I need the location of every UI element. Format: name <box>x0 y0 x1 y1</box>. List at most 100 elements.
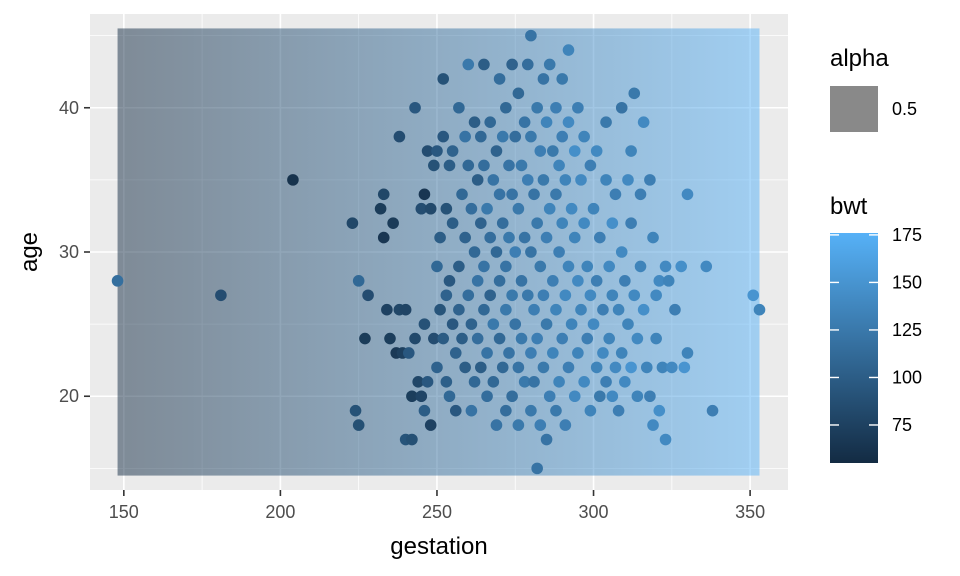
data-point <box>506 289 518 302</box>
data-point <box>572 347 584 359</box>
data-point <box>459 231 471 244</box>
data-point <box>437 332 450 345</box>
data-point <box>603 260 615 273</box>
data-point <box>593 231 606 244</box>
data-point <box>490 145 503 157</box>
data-point <box>468 116 481 128</box>
data-point <box>518 231 531 244</box>
data-point <box>362 289 374 302</box>
data-point <box>540 433 553 446</box>
data-point <box>471 332 484 345</box>
data-point <box>706 404 719 417</box>
data-point <box>437 73 450 85</box>
data-point <box>625 217 637 229</box>
data-point <box>509 130 522 143</box>
data-point <box>550 101 562 114</box>
data-point <box>465 202 478 215</box>
data-point <box>406 390 418 403</box>
data-point <box>528 188 540 201</box>
data-point <box>537 361 550 374</box>
data-point <box>525 347 537 359</box>
data-point <box>434 303 446 316</box>
data-point <box>543 202 556 215</box>
data-point <box>562 361 575 374</box>
data-point <box>415 202 428 215</box>
data-point <box>500 404 512 417</box>
data-point <box>553 376 565 388</box>
data-point <box>637 303 650 316</box>
data-point <box>443 275 456 287</box>
data-point <box>359 332 371 345</box>
data-point <box>584 159 597 172</box>
data-point <box>456 332 468 345</box>
data-point <box>659 433 672 446</box>
data-point <box>453 101 465 114</box>
data-point <box>478 58 490 71</box>
data-point <box>468 246 481 258</box>
data-point <box>352 275 365 287</box>
data-point <box>521 289 534 302</box>
data-point <box>493 332 506 345</box>
data-point <box>543 390 556 403</box>
data-point <box>656 361 669 374</box>
data-point <box>634 188 647 201</box>
data-point <box>512 202 525 215</box>
data-points <box>111 29 766 475</box>
data-point <box>493 275 506 287</box>
data-point <box>559 419 572 431</box>
x-tick-label: 250 <box>422 502 452 522</box>
data-point <box>493 188 506 201</box>
data-point <box>418 188 431 201</box>
data-point <box>518 376 531 388</box>
data-point <box>424 202 437 215</box>
data-point <box>428 159 440 172</box>
data-point <box>503 231 515 244</box>
data-point <box>484 231 496 244</box>
data-point <box>700 260 713 273</box>
bwt-colorbar <box>830 233 878 463</box>
data-point <box>515 332 528 345</box>
data-point <box>568 231 581 244</box>
data-point <box>609 188 622 201</box>
colorbar-tick-label: 175 <box>892 225 922 245</box>
data-point <box>550 404 562 417</box>
data-point <box>531 217 543 229</box>
data-point <box>634 260 647 273</box>
data-point <box>612 404 625 417</box>
data-point <box>431 361 443 374</box>
data-point <box>512 419 525 431</box>
data-point <box>496 361 509 374</box>
y-tick-label: 20 <box>59 386 79 406</box>
data-point <box>619 275 631 287</box>
data-point <box>528 376 540 388</box>
data-point <box>578 217 590 229</box>
y-axis-title: age <box>16 232 43 272</box>
data-point <box>531 462 543 475</box>
data-point <box>415 390 428 403</box>
data-point <box>478 303 490 316</box>
data-point <box>553 159 565 172</box>
data-point <box>644 390 656 403</box>
data-point <box>525 404 537 417</box>
data-point <box>534 419 547 431</box>
data-point <box>449 347 462 359</box>
bwt-legend-title: bwt <box>830 193 868 220</box>
data-point <box>475 217 487 229</box>
data-point <box>409 101 421 114</box>
data-point <box>644 174 656 186</box>
data-point <box>521 58 534 71</box>
data-point <box>587 202 600 215</box>
y-tick-label: 40 <box>59 98 79 118</box>
data-point <box>453 260 465 273</box>
data-point <box>352 419 365 431</box>
data-point <box>534 260 547 273</box>
data-point <box>669 303 681 316</box>
data-point <box>503 347 515 359</box>
data-point <box>590 361 603 374</box>
data-point <box>537 174 550 186</box>
data-point <box>625 145 637 157</box>
data-point <box>481 347 493 359</box>
data-point <box>550 303 562 316</box>
data-point <box>659 260 672 273</box>
data-point <box>578 376 590 388</box>
